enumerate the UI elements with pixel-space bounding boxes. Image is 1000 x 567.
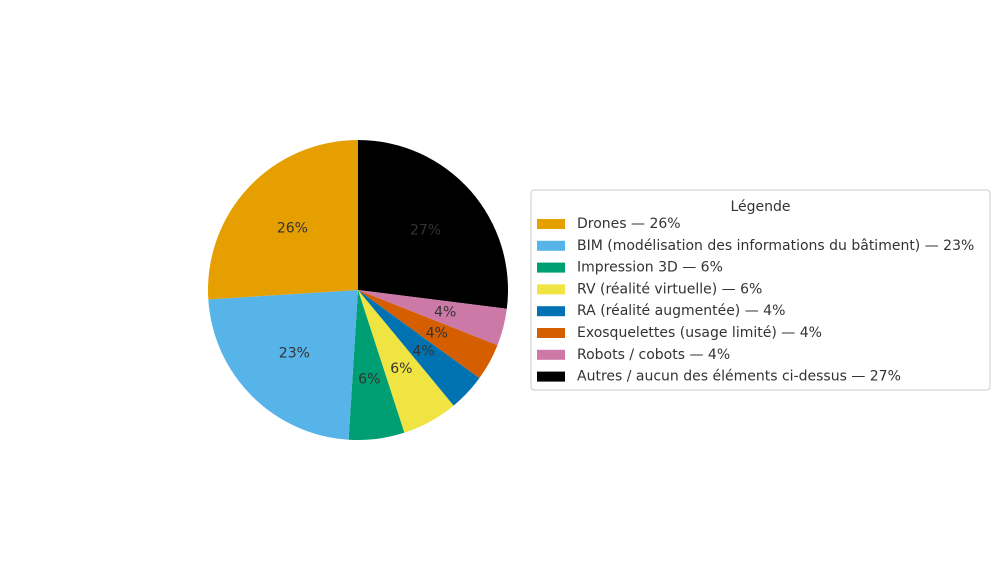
- pie-slice-impression-3d: [348, 290, 405, 441]
- legend-swatch: [537, 284, 565, 295]
- legend-item-bim-modelisation-des-informations-du-batiment: BIM (modélisation des informations du bâ…: [537, 238, 974, 254]
- legend: Légende Drones — 26% BIM (modélisation de…: [530, 189, 991, 391]
- pie-slice-label-autres-aucun-des-elements-ci-dessus: 27%: [410, 222, 441, 238]
- legend-swatch: [537, 371, 565, 382]
- legend-item-autres-aucun-des-elements-ci-dessus: Autres / aucun des éléments ci-dessus — …: [537, 369, 901, 385]
- legend-item-exosquelettes-usage-limite: Exosquelettes (usage limité) — 4%: [537, 325, 822, 341]
- legend-swatch: [537, 306, 565, 317]
- legend-swatch: [537, 262, 565, 273]
- pie-slice-label-robots-cobots: 4%: [434, 304, 456, 320]
- pie-slice-label-exosquelettes-usage-limite: 4%: [426, 325, 448, 341]
- legend-label: BIM (modélisation des informations du bâ…: [577, 238, 974, 254]
- pie-slice-bim-modelisation-des-informations-du-batiment: [208, 290, 358, 440]
- legend-label: Drones — 26%: [577, 216, 681, 232]
- pie-slice-exosquelettes-usage-limite: [358, 290, 498, 379]
- pie-slice-autres-aucun-des-elements-ci-dessus: [358, 140, 508, 309]
- pie-slice-label-ra-realite-augmentee: 4%: [412, 344, 434, 360]
- pie-slice-label-bim-modelisation-des-informations-du-batiment: 23%: [279, 346, 310, 362]
- legend-item-drones: Drones — 26%: [537, 216, 681, 232]
- pie-slice-drones: [207, 140, 358, 300]
- pie-slice-label-rv-realite-virtuelle: 6%: [390, 361, 412, 377]
- pie-slice-label-impression-3d: 6%: [358, 371, 380, 387]
- pie-slice-robots-cobots: [358, 290, 507, 346]
- pie-slice-ra-realite-augmentee: [358, 290, 480, 406]
- legend-swatch: [537, 219, 565, 229]
- legend-label: Robots / cobots — 4%: [577, 347, 730, 363]
- legend-item-robots-cobots: Robots / cobots — 4%: [537, 347, 730, 363]
- legend-box: [530, 189, 991, 391]
- pie-slice-labels: 27%4%4%4%6%6%23%26%: [277, 220, 456, 387]
- legend-label: Impression 3D — 6%: [577, 260, 723, 276]
- legend-item-rv-realite-virtuelle: RV (réalité virtuelle) — 6%: [537, 281, 762, 297]
- legend-swatch: [537, 328, 565, 338]
- legend-label: RA (réalité augmentée) — 4%: [577, 303, 785, 319]
- legend-label: Autres / aucun des éléments ci-dessus — …: [577, 369, 901, 385]
- pie-slices: [207, 140, 508, 441]
- pie-slice-label-drones: 26%: [277, 220, 308, 236]
- legend-swatch: [537, 240, 565, 251]
- legend-items: Drones — 26% BIM (modélisation des inform…: [537, 216, 974, 385]
- legend-item-ra-realite-augmentee: RA (réalité augmentée) — 4%: [537, 303, 785, 319]
- legend-label: Exosquelettes (usage limité) — 4%: [577, 325, 822, 341]
- legend-item-impression-3d: Impression 3D — 6%: [537, 260, 723, 276]
- legend-title: Légende: [730, 199, 790, 215]
- pie-slice-rv-realite-virtuelle: [358, 290, 454, 433]
- legend-swatch: [537, 349, 565, 360]
- legend-label: RV (réalité virtuelle) — 6%: [577, 281, 762, 297]
